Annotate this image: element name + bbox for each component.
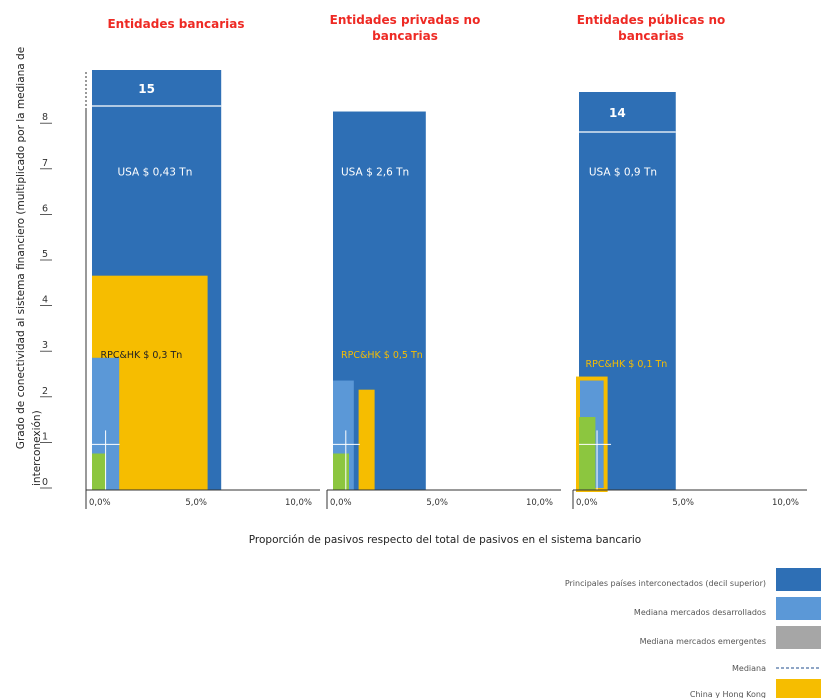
x-tick-label: 10,0% (526, 498, 553, 508)
bar-annotation: RPC&HK $ 0,1 Tn (586, 359, 668, 370)
y-axis-label: Grado de conectividad al sistema financi… (15, 47, 43, 486)
bar-annotation: USA $ 0,43 Tn (118, 166, 193, 178)
bar-annotation: USA $ 0,9 Tn (589, 166, 657, 178)
chart-panels: Entidades bancarias 15 USA $ 0,43 Tn RPC&HK… (85, 13, 807, 509)
y-tick-label: 8 (42, 112, 48, 123)
y-tick-label: 1 (42, 431, 48, 442)
x-tick-label: 10,0% (285, 498, 312, 508)
bar-annotation: RPC&HK $ 0,5 Tn (341, 350, 423, 361)
y-axis-label-line-2: interconexión) (31, 410, 43, 486)
panel-title: Entidades bancarias (107, 17, 244, 31)
x-tick-label: 5,0% (672, 498, 694, 508)
x-tick-label: 5,0% (185, 498, 207, 508)
panel: Entidades privadas no bancarias USA $ 2,6 … (326, 13, 561, 509)
y-tick-label: 7 (42, 158, 48, 169)
panel-title: bancarias (372, 29, 438, 43)
x-tick-label: 5,0% (426, 498, 448, 508)
panel-title: Entidades públicas no (577, 13, 726, 27)
legend: Principales países interconectados (deci… (565, 568, 821, 698)
y-axis-label-line-1: Grado de conectividad al sistema financi… (15, 47, 27, 449)
bar-annotation: USA $ 2,6 Tn (341, 166, 409, 178)
x-tick-label: 0,0% (576, 498, 598, 508)
china-hk-bar (358, 389, 375, 490)
legend-label: China y Hong Kong (690, 690, 766, 698)
x-tick-label: 10,0% (772, 498, 799, 508)
legend-label: Mediana mercados emergentes (640, 637, 766, 646)
legend-swatch (776, 597, 821, 620)
legend-swatch (776, 679, 821, 698)
y-tick-label: 3 (42, 340, 48, 351)
y-tick-label: 0 (42, 477, 48, 488)
green-bar (92, 453, 106, 490)
x-axis-label: Proporción de pasivos respecto del total… (249, 534, 641, 546)
panel-title: Entidades privadas no (330, 13, 481, 27)
y-tick-label: 5 (42, 249, 48, 260)
legend-swatch (776, 568, 821, 591)
green-bar (579, 417, 596, 490)
top-decile-value: 14 (609, 106, 626, 120)
bar-annotation: RPC&HK $ 0,3 Tn (101, 350, 183, 361)
legend-label: Principales países interconectados (deci… (565, 579, 766, 588)
x-tick-label: 0,0% (330, 498, 352, 508)
y-axis: 0 1 2 3 4 5 6 7 8 (40, 72, 87, 508)
x-tick-label: 0,0% (89, 498, 111, 508)
legend-label: Mediana (732, 664, 766, 673)
panel: Entidades bancarias 15 USA $ 0,43 Tn RPC&HK… (85, 17, 320, 509)
top-decile-value: 15 (138, 82, 155, 96)
legend-label: Mediana mercados desarrollados (634, 608, 766, 617)
panel-title: bancarias (618, 29, 684, 43)
y-tick-label: 2 (42, 386, 48, 397)
y-tick-label: 6 (42, 203, 48, 214)
legend-swatch (776, 626, 821, 649)
y-tick-label: 4 (42, 295, 48, 306)
panel: Entidades públicas no bancarias 14 USA $ 0,… (572, 13, 807, 509)
green-bar (333, 453, 349, 490)
